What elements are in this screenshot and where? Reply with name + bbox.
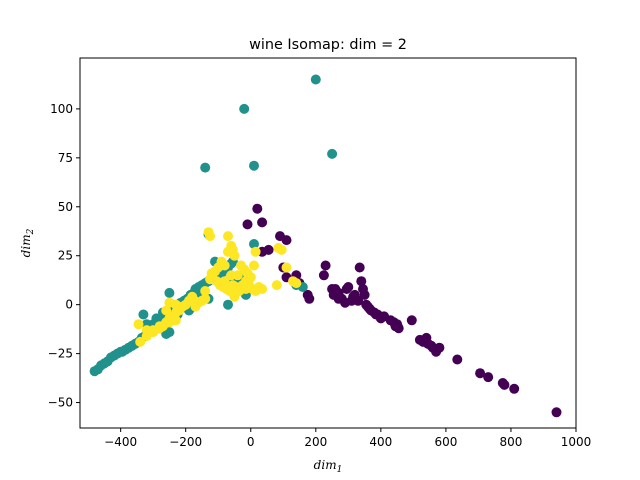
scatter-point xyxy=(393,323,404,334)
scatter-point xyxy=(333,293,344,304)
scatter-point xyxy=(208,274,219,285)
scatter-point xyxy=(164,287,175,298)
scatter-point xyxy=(249,160,259,171)
x-tick-label: 0 xyxy=(247,435,255,449)
scatter-point xyxy=(170,299,181,310)
scatter-point xyxy=(226,270,237,281)
y-tick-label: −50 xyxy=(48,396,73,410)
x-tick-label: −200 xyxy=(169,435,202,449)
y-tick-label: 50 xyxy=(58,200,73,214)
scatter-point xyxy=(164,327,175,338)
scatter-point xyxy=(151,313,162,324)
scatter-point xyxy=(327,148,338,159)
scatter-point xyxy=(242,219,253,230)
scatter-point xyxy=(164,317,175,328)
scatter-point xyxy=(318,270,329,281)
y-axis-label: dim2 xyxy=(19,228,36,257)
scatter-point xyxy=(271,280,282,291)
chart-title: wine Isomap: dim = 2 xyxy=(249,37,407,53)
scatter-point xyxy=(200,293,211,304)
scatter-point xyxy=(434,342,445,353)
scatter-point xyxy=(354,262,365,273)
scatter-point xyxy=(452,354,463,365)
x-tick-label: 600 xyxy=(434,435,457,449)
scatter-point xyxy=(281,262,292,273)
scatter-point xyxy=(200,286,211,296)
x-tick-label: 1000 xyxy=(561,435,592,449)
scatter-point xyxy=(252,203,263,214)
data-points xyxy=(89,74,562,418)
y-axis-ticks: −50 −25 0 25 50 75 100 xyxy=(48,102,80,410)
scatter-point xyxy=(310,74,321,85)
scatter-point xyxy=(320,260,331,271)
scatter-point xyxy=(281,235,292,246)
scatter-point xyxy=(133,319,144,330)
x-axis-ticks: −400 −200 0 200 400 600 800 1000 xyxy=(104,428,591,449)
scatter-point xyxy=(200,162,211,173)
x-tick-label: 400 xyxy=(369,435,392,449)
scatter-point xyxy=(245,272,256,283)
scatter-point xyxy=(229,291,240,302)
scatter-point xyxy=(327,284,338,294)
scatter-point xyxy=(205,231,216,242)
y-tick-label: 75 xyxy=(58,151,73,165)
scatter-point xyxy=(276,244,287,255)
scatter-point xyxy=(499,379,510,390)
scatter-point xyxy=(229,250,240,261)
scatter-point xyxy=(257,217,268,228)
scatter-point xyxy=(483,372,494,383)
scatter-point xyxy=(509,383,520,394)
scatter-point xyxy=(219,276,230,287)
scatter-point xyxy=(250,246,261,257)
x-tick-label: 800 xyxy=(499,435,522,449)
scatter-point xyxy=(148,325,159,336)
scatter-point xyxy=(551,407,562,418)
scatter-point xyxy=(359,289,370,300)
y-tick-label: −25 xyxy=(48,347,73,361)
scatter-point xyxy=(343,282,354,292)
plot-area-frame xyxy=(79,57,577,429)
scatter-point xyxy=(475,368,486,379)
scatter-point xyxy=(263,244,274,255)
scatter-point xyxy=(249,260,259,271)
scatter-point xyxy=(161,305,172,316)
y-tick-label: 25 xyxy=(58,249,73,263)
scatter-point xyxy=(406,315,417,326)
scatter-point xyxy=(257,284,268,294)
x-axis-label: dim1 xyxy=(314,458,343,475)
scatter-point xyxy=(304,293,315,304)
y-tick-label: 0 xyxy=(65,298,73,312)
scatter-point xyxy=(239,103,250,114)
scatter-point xyxy=(356,276,367,287)
scatter-point xyxy=(135,336,146,347)
scatter-point xyxy=(138,309,149,320)
x-tick-label: 200 xyxy=(304,435,327,449)
y-tick-label: 100 xyxy=(50,102,73,116)
scatter-point xyxy=(223,299,233,310)
scatter-point xyxy=(249,239,259,249)
scatter-point xyxy=(223,231,233,242)
x-tick-label: −400 xyxy=(104,435,137,449)
scatter-point xyxy=(288,276,298,287)
scatter-point xyxy=(240,284,251,294)
scatter-point xyxy=(353,295,364,306)
